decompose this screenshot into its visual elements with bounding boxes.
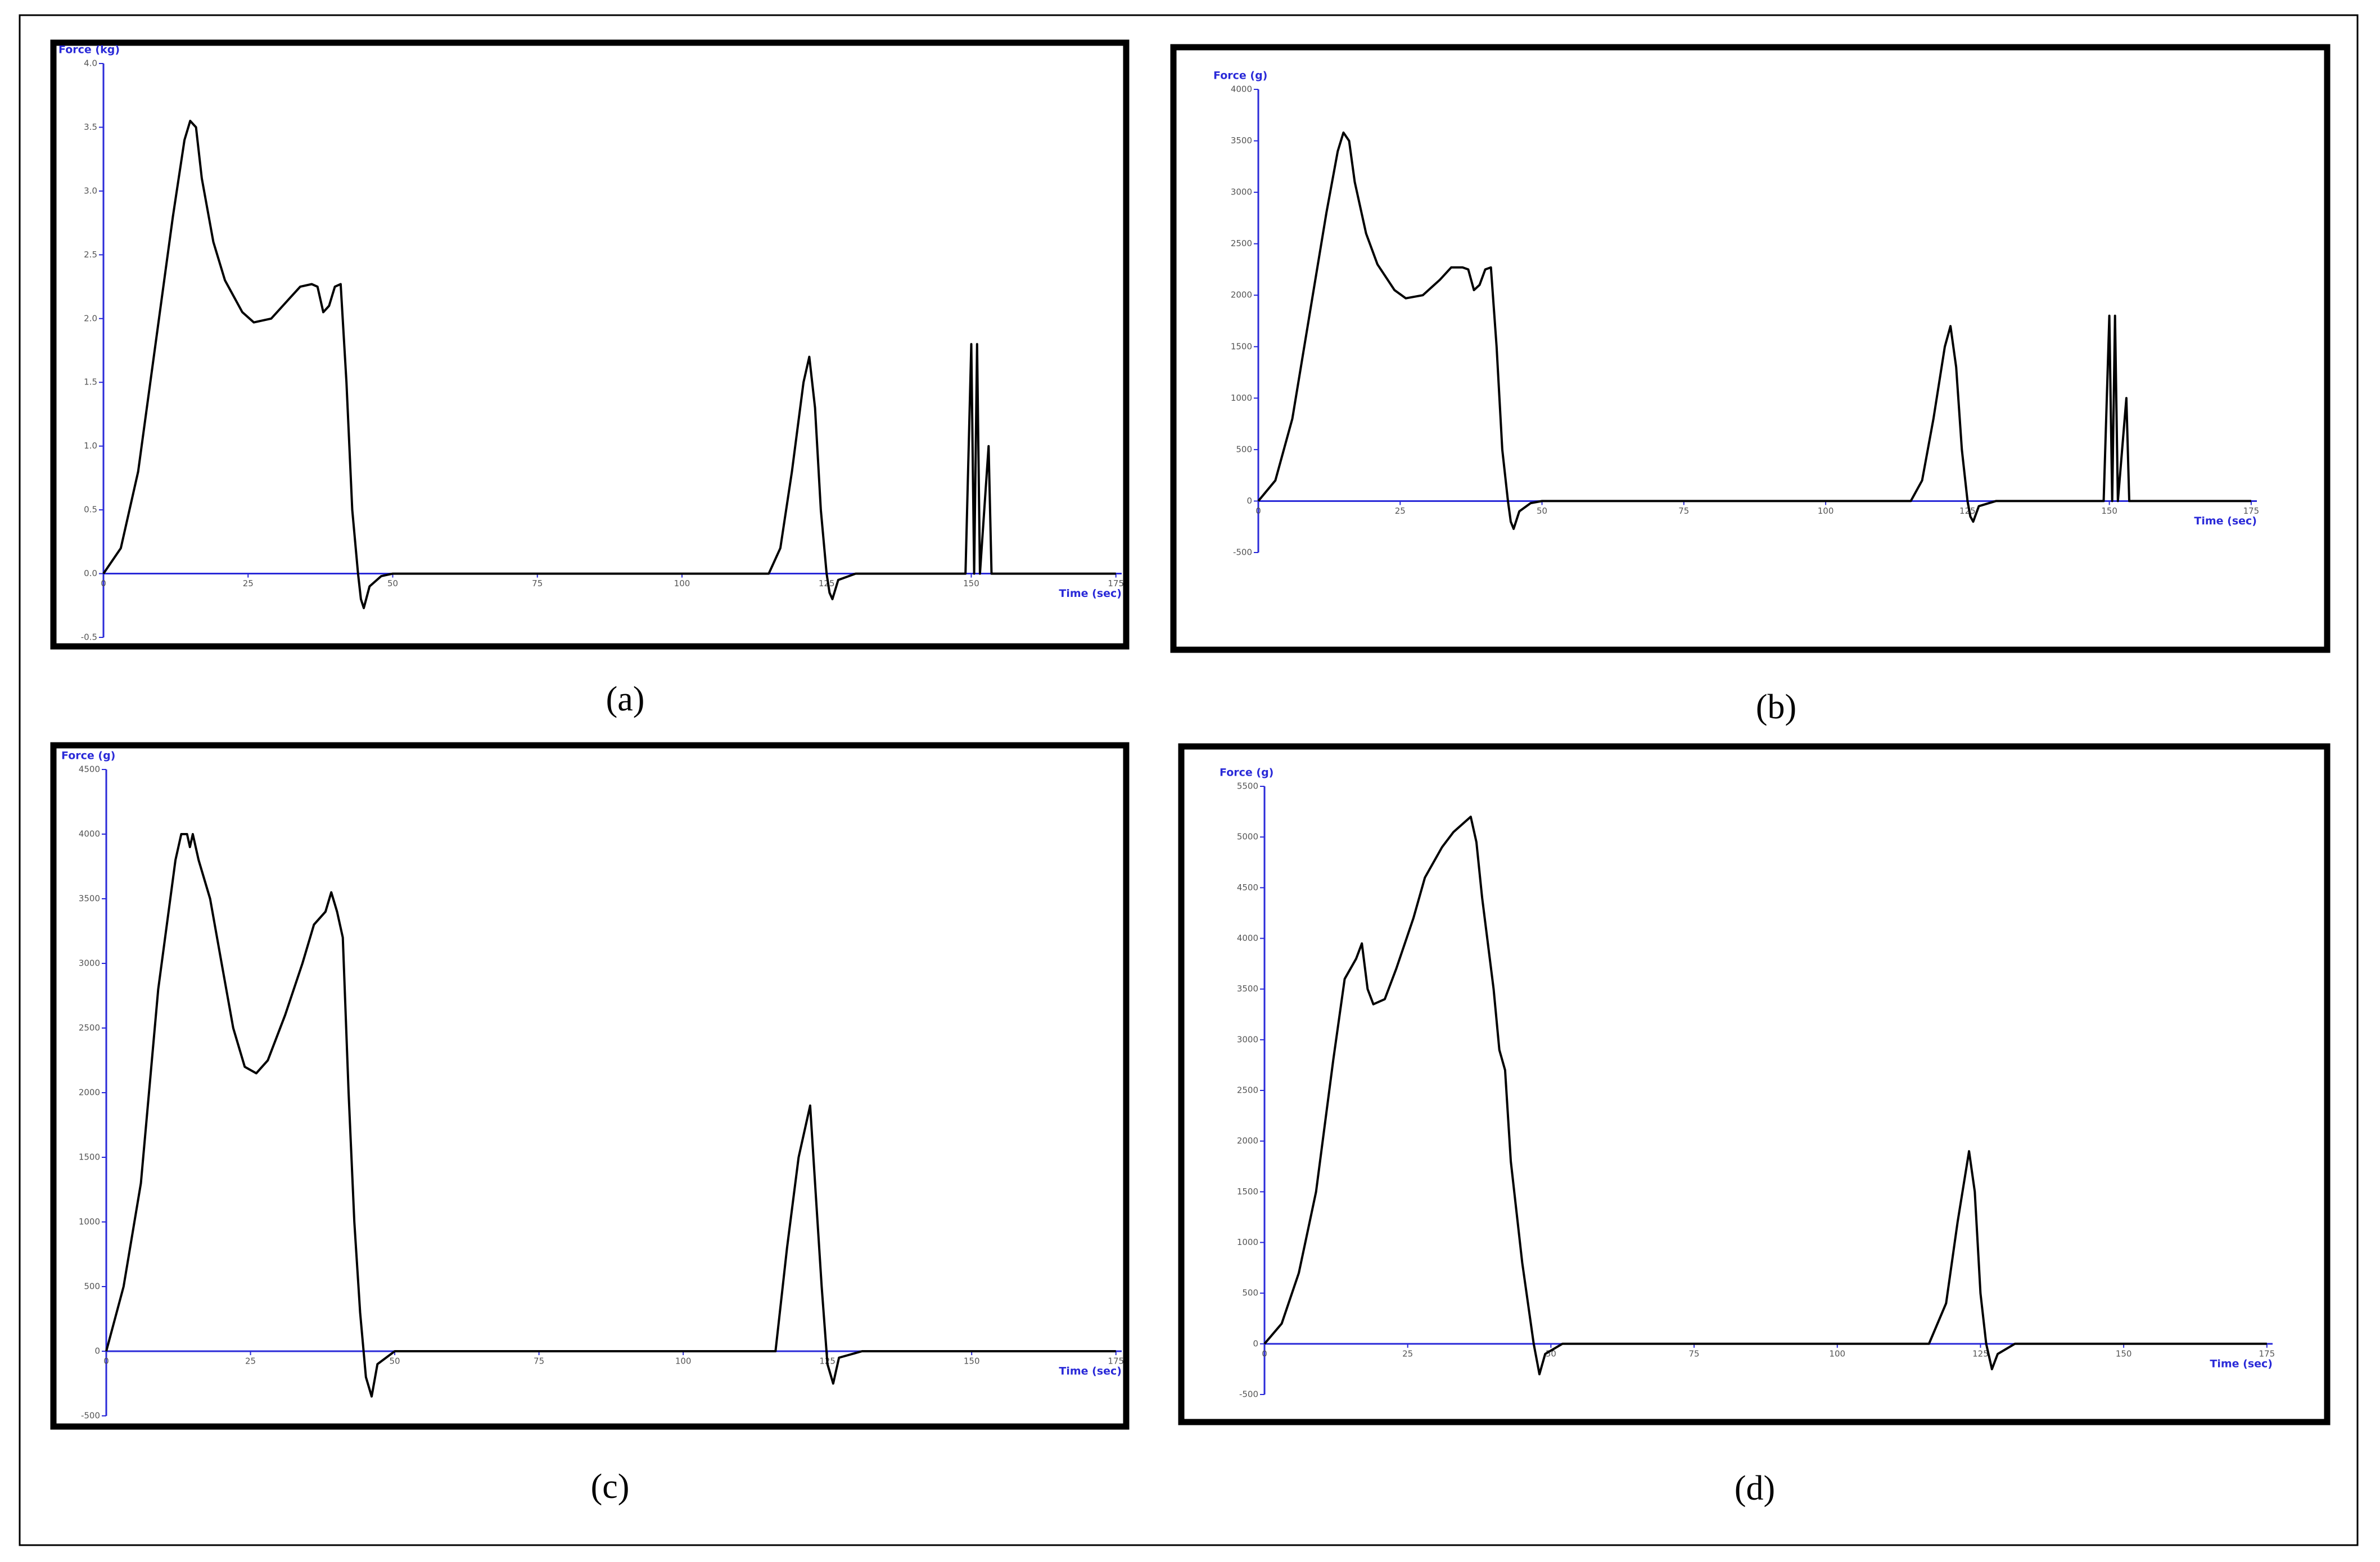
y-tick-label: 4000 bbox=[1231, 84, 1252, 94]
x-tick-label: 125 bbox=[1972, 1348, 1989, 1359]
y-tick-label: 1500 bbox=[1231, 341, 1252, 351]
panel-caption: (b) bbox=[1756, 688, 1796, 726]
panel-frame bbox=[50, 742, 1130, 1430]
y-tick-label: 1000 bbox=[1231, 393, 1252, 403]
panel-caption: (c) bbox=[591, 1468, 630, 1506]
y-tick-label: 3000 bbox=[79, 958, 100, 968]
y-axis-label: Force (g) bbox=[61, 750, 115, 762]
x-tick-label: 75 bbox=[1678, 506, 1689, 516]
y-tick-label: 2500 bbox=[1231, 238, 1252, 248]
y-tick-label: 1500 bbox=[79, 1152, 100, 1162]
x-tick-label: 0 bbox=[103, 1356, 109, 1366]
x-tick-label: 125 bbox=[1959, 506, 1976, 516]
x-tick-label: 25 bbox=[245, 1356, 256, 1366]
y-tick-label: 500 bbox=[1242, 1288, 1258, 1298]
y-tick-label: 3500 bbox=[1237, 984, 1258, 994]
y-tick-label: 0.0 bbox=[84, 568, 97, 578]
y-tick-label: 500 bbox=[1236, 444, 1252, 454]
x-tick-label: 100 bbox=[674, 578, 690, 588]
x-tick-label: 175 bbox=[1108, 578, 1124, 588]
y-tick-label: 0 bbox=[1253, 1338, 1258, 1348]
y-tick-label: 2.0 bbox=[84, 313, 97, 323]
x-tick-label: 150 bbox=[2116, 1348, 2132, 1359]
force-line bbox=[102, 120, 1116, 609]
panel-caption: (a) bbox=[606, 680, 645, 718]
outer-border bbox=[19, 14, 2359, 1546]
y-tick-label: 4.0 bbox=[84, 58, 97, 69]
y-tick-label: 3000 bbox=[1237, 1034, 1258, 1044]
y-tick-label: 1.0 bbox=[84, 441, 97, 451]
x-tick-label: 175 bbox=[2243, 506, 2260, 516]
panel-frame bbox=[1170, 44, 2331, 653]
y-tick-label: 2000 bbox=[79, 1088, 100, 1098]
x-tick-label: 50 bbox=[390, 1356, 400, 1366]
y-tick-label: 4500 bbox=[79, 764, 100, 775]
y-tick-label: 1.5 bbox=[84, 377, 97, 387]
y-tick-label: 2500 bbox=[79, 1023, 100, 1033]
y-tick-label: 0.5 bbox=[84, 505, 97, 515]
panel-frame bbox=[1178, 743, 2331, 1425]
panel-frame bbox=[50, 39, 1130, 650]
force-line bbox=[1263, 816, 2267, 1375]
x-tick-label: 25 bbox=[1402, 1348, 1413, 1359]
x-tick-label: 75 bbox=[532, 578, 543, 588]
y-tick-label: -500 bbox=[1239, 1389, 1258, 1400]
x-tick-label: 25 bbox=[243, 578, 254, 588]
x-tick-label: 50 bbox=[387, 578, 398, 588]
y-axis-label: Force (kg) bbox=[58, 44, 120, 56]
force-line bbox=[105, 833, 1116, 1398]
y-tick-label: 3500 bbox=[79, 894, 100, 904]
x-tick-label: 150 bbox=[963, 578, 979, 588]
x-tick-label: 175 bbox=[1108, 1356, 1124, 1366]
y-tick-label: 0 bbox=[1247, 496, 1252, 506]
x-axis-label: Time (sec) bbox=[1059, 587, 1122, 600]
y-tick-label: 5000 bbox=[1237, 832, 1258, 842]
y-tick-label: 500 bbox=[84, 1282, 100, 1292]
x-axis-label: Time (sec) bbox=[1059, 1365, 1122, 1378]
x-tick-label: 0 bbox=[1262, 1348, 1267, 1359]
y-tick-label: 2.5 bbox=[84, 250, 97, 260]
y-tick-label: -500 bbox=[1233, 547, 1252, 558]
y-tick-label: 2000 bbox=[1231, 290, 1252, 300]
y-tick-label: 1000 bbox=[79, 1217, 100, 1227]
y-tick-label: 1500 bbox=[1237, 1187, 1258, 1197]
x-tick-label: 150 bbox=[2101, 506, 2117, 516]
x-tick-label: 75 bbox=[534, 1356, 544, 1366]
panel-caption: (d) bbox=[1735, 1469, 1775, 1507]
x-tick-label: 0 bbox=[101, 578, 106, 588]
x-tick-label: 50 bbox=[1537, 506, 1547, 516]
y-axis-label: Force (g) bbox=[1220, 767, 1273, 779]
x-axis-label: Time (sec) bbox=[2210, 1357, 2273, 1370]
y-tick-label: 4000 bbox=[1237, 933, 1258, 943]
y-tick-label: 2000 bbox=[1237, 1136, 1258, 1146]
y-tick-label: 0 bbox=[94, 1346, 100, 1356]
y-tick-label: 1000 bbox=[1237, 1237, 1258, 1247]
y-tick-label: 3.0 bbox=[84, 185, 97, 196]
y-tick-label: 3.5 bbox=[84, 122, 97, 132]
x-tick-label: 25 bbox=[1395, 506, 1406, 516]
y-tick-label: 2500 bbox=[1237, 1085, 1258, 1095]
x-tick-label: 0 bbox=[1256, 506, 1261, 516]
x-axis-label: Time (sec) bbox=[2194, 515, 2257, 527]
x-tick-label: 175 bbox=[2259, 1348, 2275, 1359]
y-axis-label: Force (g) bbox=[1213, 70, 1267, 82]
y-tick-label: 3500 bbox=[1231, 135, 1252, 146]
y-tick-label: 4000 bbox=[79, 829, 100, 839]
y-tick-label: 4500 bbox=[1237, 882, 1258, 893]
y-tick-label: -0.5 bbox=[81, 632, 97, 642]
x-tick-label: 100 bbox=[675, 1356, 692, 1366]
y-tick-label: -500 bbox=[81, 1411, 100, 1421]
x-tick-label: 75 bbox=[1689, 1348, 1700, 1359]
force-line bbox=[1257, 131, 2251, 530]
x-tick-label: 150 bbox=[964, 1356, 980, 1366]
x-tick-label: 125 bbox=[819, 578, 835, 588]
x-tick-label: 100 bbox=[1818, 506, 1834, 516]
x-tick-label: 100 bbox=[1829, 1348, 1845, 1359]
y-tick-label: 5500 bbox=[1237, 781, 1258, 791]
y-tick-label: 3000 bbox=[1231, 187, 1252, 197]
